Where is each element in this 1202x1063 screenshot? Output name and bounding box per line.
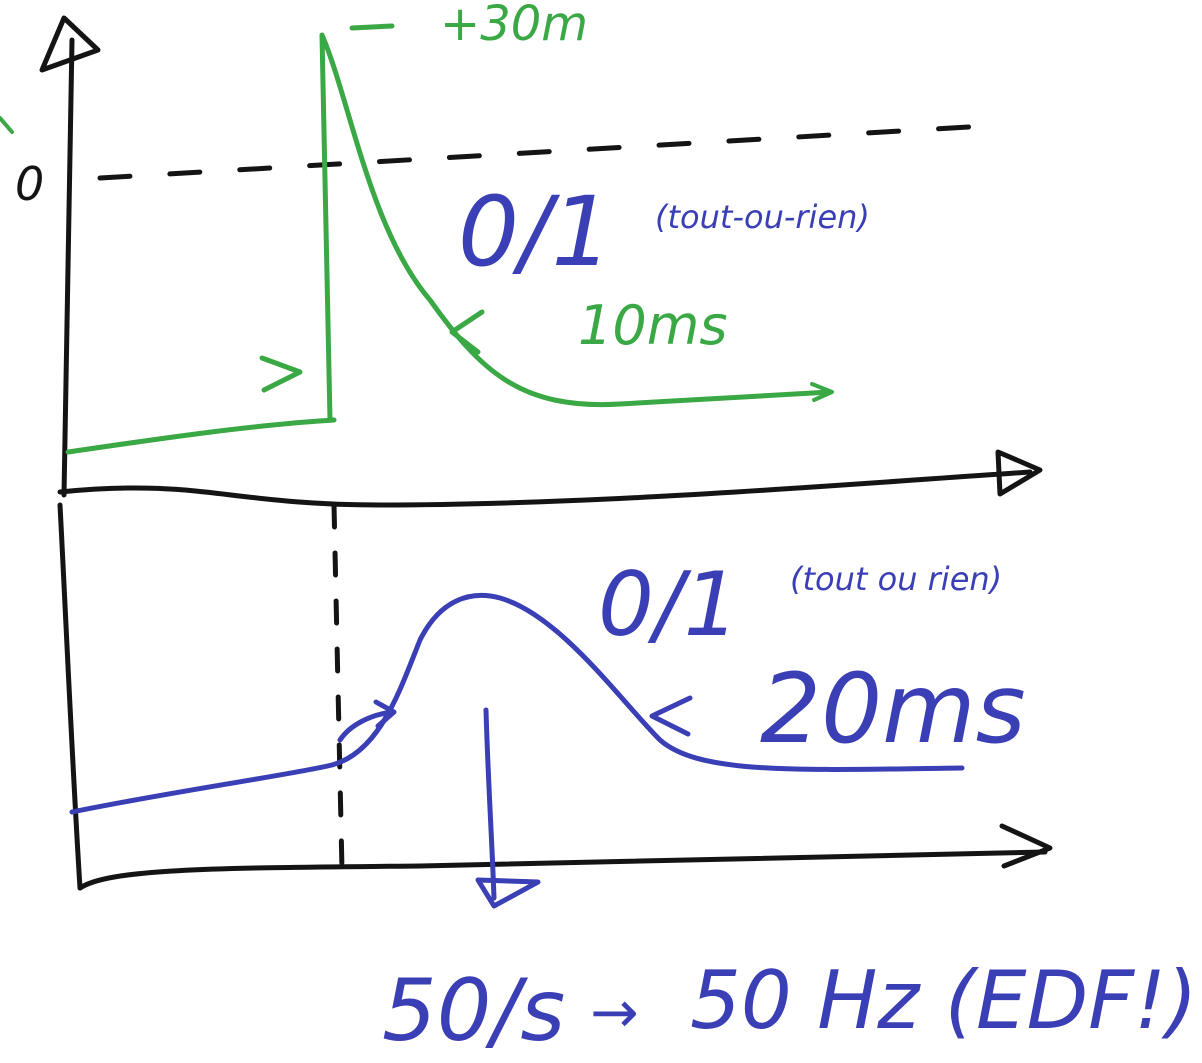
rate-label: 50/s [382,961,565,1061]
blue-down-arrow [483,707,497,901]
blue-threshold-arrow [337,699,397,743]
green-baseline-and-spike [65,32,833,455]
bottom-annotation: 0/1 (tout ou rien) 20ms [598,553,1026,765]
bottom-y-axis [57,502,83,891]
zero-reference-dashed-line [97,123,988,181]
bottom-x-axis [77,849,1048,891]
footer-annotation: 50/s → 50 Hz (EDF!) [382,954,1197,1061]
bottom-x-axis-arrowhead [999,823,1053,869]
top-y-axis-arrowhead [39,15,101,73]
bottom-axes [57,502,1053,891]
green-peak-tick [349,23,395,31]
green-threshold-arrow [259,355,303,393]
bottom-duration-label: 20ms [760,653,1026,765]
top-x-axis [57,469,1033,508]
top-annotation: 0/1 (tout-ou-rien) [458,176,870,288]
green-end-arrowhead [810,382,834,402]
top-duration-label: 10ms [578,294,727,357]
bottom-state-note: (tout ou rien) [790,560,1002,598]
green-spike-curve: +30m 10ms [65,0,834,455]
blue-decay-arrow [649,695,693,737]
blue-signal [69,592,965,815]
top-y-axis [61,37,75,498]
blue-bump-curve [69,592,965,909]
peak-label: +30m [440,0,588,52]
top-axes: 0 [0,15,1043,508]
frequency-label: 50 Hz (EDF!) [690,954,1197,1047]
zero-label: 0 [15,157,44,211]
top-state-label: 0/1 [458,176,613,288]
y-axis-tick-mark [0,116,14,134]
blue-down-arrowhead [475,877,541,909]
top-state-note: (tout-ou-rien) [655,198,870,236]
conversion-arrow: → [590,978,639,1046]
bottom-state-label: 0/1 [598,553,740,656]
vertical-dotted-marker [331,502,345,873]
top-x-axis-arrowhead [995,449,1043,497]
green-decay-arrow [449,309,485,355]
